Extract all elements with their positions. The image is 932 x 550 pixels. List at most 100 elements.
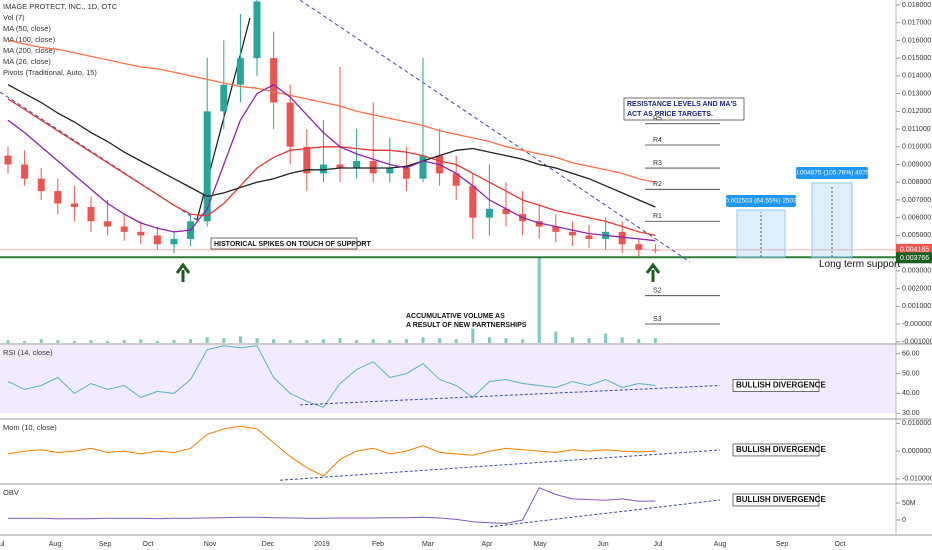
pivot-label: R5 — [653, 116, 662, 123]
candle-body — [236, 58, 244, 85]
candle-body — [21, 164, 29, 179]
y-tick-label: 0.013000 — [902, 90, 931, 97]
volume-bar — [56, 340, 60, 343]
volume-bar — [255, 338, 259, 343]
volume-bar — [338, 338, 342, 343]
volume-bar — [172, 340, 176, 343]
annotation: RESISTANCE LEVELS AND MA'S — [627, 101, 737, 108]
y-tick-label: -0.010000 — [902, 476, 932, 483]
x-tick-label: May — [533, 541, 547, 548]
candle-body — [386, 168, 394, 174]
volume-bar — [471, 328, 475, 343]
y-tick-label: -0.000000 — [902, 321, 932, 328]
volume-bar — [321, 339, 325, 343]
volume-bar — [570, 337, 574, 343]
candle-body — [4, 155, 12, 165]
y-tick-label: 0.015000 — [902, 55, 931, 62]
candle-body — [618, 231, 626, 245]
volume-bar — [23, 341, 27, 343]
up-arrow — [645, 262, 661, 282]
legend-entry: Pivots (Traditional, Auto, 15) — [3, 68, 97, 77]
candle-body — [120, 226, 128, 232]
volume-bar — [637, 339, 641, 343]
volume-bar — [404, 339, 408, 343]
legend-entry: MA (50, close) — [3, 24, 51, 33]
measure-label-box — [726, 195, 796, 207]
candle-body — [635, 244, 643, 250]
x-tick-label: Aug — [49, 541, 62, 548]
legend-entry: MA (100, close) — [3, 35, 56, 44]
divergence-line — [299, 384, 721, 406]
x-tick-label: Dec — [262, 541, 275, 548]
y-tick-label: 50.00 — [902, 370, 920, 377]
x-tick-label: Oct — [835, 541, 846, 548]
pivot-label: S3 — [653, 316, 662, 323]
indicator-line — [8, 487, 656, 524]
divergence-label: BULLISH DIVERGENCE — [736, 445, 826, 454]
legend-entry: Vol (7) — [3, 13, 25, 22]
annotation: ACCUMULATIVE VOLUME AS — [406, 313, 505, 320]
volume-bar — [653, 338, 657, 343]
volume-bar — [139, 339, 143, 343]
y-tick-label: 0.001000 — [902, 303, 931, 310]
last-price-label: 0.004185 — [900, 247, 929, 254]
y-tick-label: 0.003000 — [902, 268, 931, 275]
measure-label: 0.002503 (64.55%) 2503 — [725, 198, 797, 205]
volume-bar — [222, 338, 226, 343]
candle-body — [286, 102, 294, 147]
x-tick-label: Jul — [654, 541, 663, 548]
volume-bar — [89, 340, 93, 343]
annotation: HISTORICAL SPIKES ON TOUCH OF SUPPORT — [214, 241, 371, 248]
x-tick-label: Aug — [714, 541, 727, 548]
candle-body — [568, 231, 576, 236]
candle-body — [552, 226, 560, 232]
candle-body — [452, 173, 460, 186]
volume-bar — [487, 337, 491, 343]
volume-bar — [39, 339, 43, 343]
pivot-label: R3 — [653, 160, 662, 167]
volume-bar — [537, 257, 541, 343]
divergence-box — [732, 493, 820, 507]
annotation: ACT AS PRICE TARGETS. — [627, 111, 713, 118]
candle-body — [170, 238, 178, 245]
divergence-box — [732, 443, 820, 457]
y-tick-label: 0.008000 — [902, 179, 931, 186]
volume-bar — [438, 338, 442, 343]
candle-body — [651, 249, 659, 251]
y-tick-label: 0.010000 — [902, 420, 931, 427]
panel-title: RSI (14, close) — [3, 348, 53, 357]
volume-bar — [504, 338, 508, 343]
x-tick-label: Nov — [204, 541, 217, 548]
y-tick-label: 0.005000 — [902, 232, 931, 239]
volume-bar — [189, 339, 193, 343]
volume-bar — [155, 341, 159, 343]
divergence-box — [732, 379, 820, 392]
candle-body — [137, 231, 145, 236]
candle-body — [54, 191, 62, 204]
legend-entry: MA (26, close) — [3, 57, 51, 66]
measure-label: 0.004875 (105.76%) 4075 — [794, 170, 870, 177]
candle-body — [203, 111, 211, 222]
x-tick-label: Oct — [143, 541, 154, 548]
x-tick-label: Jun — [597, 541, 608, 548]
divergence-line — [489, 499, 721, 528]
annotation-box — [623, 97, 745, 121]
x-tick-label: 2019 — [314, 541, 330, 548]
annotation-box — [210, 237, 358, 250]
x-tick-label: Mar — [422, 541, 435, 548]
volume-bar — [371, 339, 375, 343]
measure-label-box — [796, 167, 868, 179]
volume-bar — [72, 341, 76, 343]
candle-body — [220, 84, 228, 112]
volume-bar — [122, 340, 126, 343]
up-arrow — [175, 262, 191, 282]
volume-bar — [355, 340, 359, 343]
y-tick-label: 30.00 — [902, 410, 920, 417]
candle-body — [270, 58, 278, 103]
x-tick-label: Jul — [0, 541, 5, 548]
y-tick-label: 60.00 — [902, 351, 920, 358]
candle-body — [353, 160, 361, 169]
candle-body — [70, 203, 78, 208]
y-tick-label: 0.006000 — [902, 215, 931, 222]
pivot-label: R1 — [653, 213, 662, 220]
